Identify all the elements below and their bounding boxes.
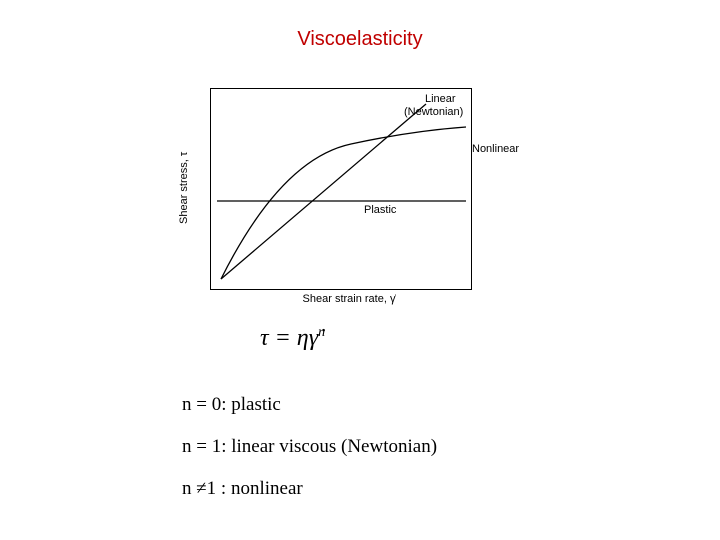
nonlinear-label: Nonlinear <box>472 143 519 155</box>
line-nne1: n ≠1 : nonlinear <box>182 478 303 500</box>
chart-plot-area <box>210 88 472 290</box>
linear-label-1: Linear <box>425 93 456 105</box>
equation-exponent: n <box>318 325 325 340</box>
x-axis-label: Shear strain rate, γ̇ <box>274 293 424 305</box>
chart-region: Shear stress, τ Linear (Newtonian) Nonli… <box>184 88 504 318</box>
equation: τ = ηγ̇n <box>260 325 325 352</box>
page-title: Viscoelasticity <box>0 28 720 51</box>
plastic-label: Plastic <box>364 204 396 216</box>
equation-base: τ = ηγ̇ <box>260 325 318 351</box>
linear-curve <box>221 104 426 279</box>
nonlinear-curve <box>221 127 466 279</box>
chart-svg <box>211 89 471 289</box>
line-n1: n = 1: linear viscous (Newtonian) <box>182 436 437 458</box>
line-n0: n = 0: plastic <box>182 394 281 416</box>
y-axis-label: Shear stress, τ <box>178 118 190 258</box>
linear-label-2: (Newtonian) <box>404 106 463 118</box>
